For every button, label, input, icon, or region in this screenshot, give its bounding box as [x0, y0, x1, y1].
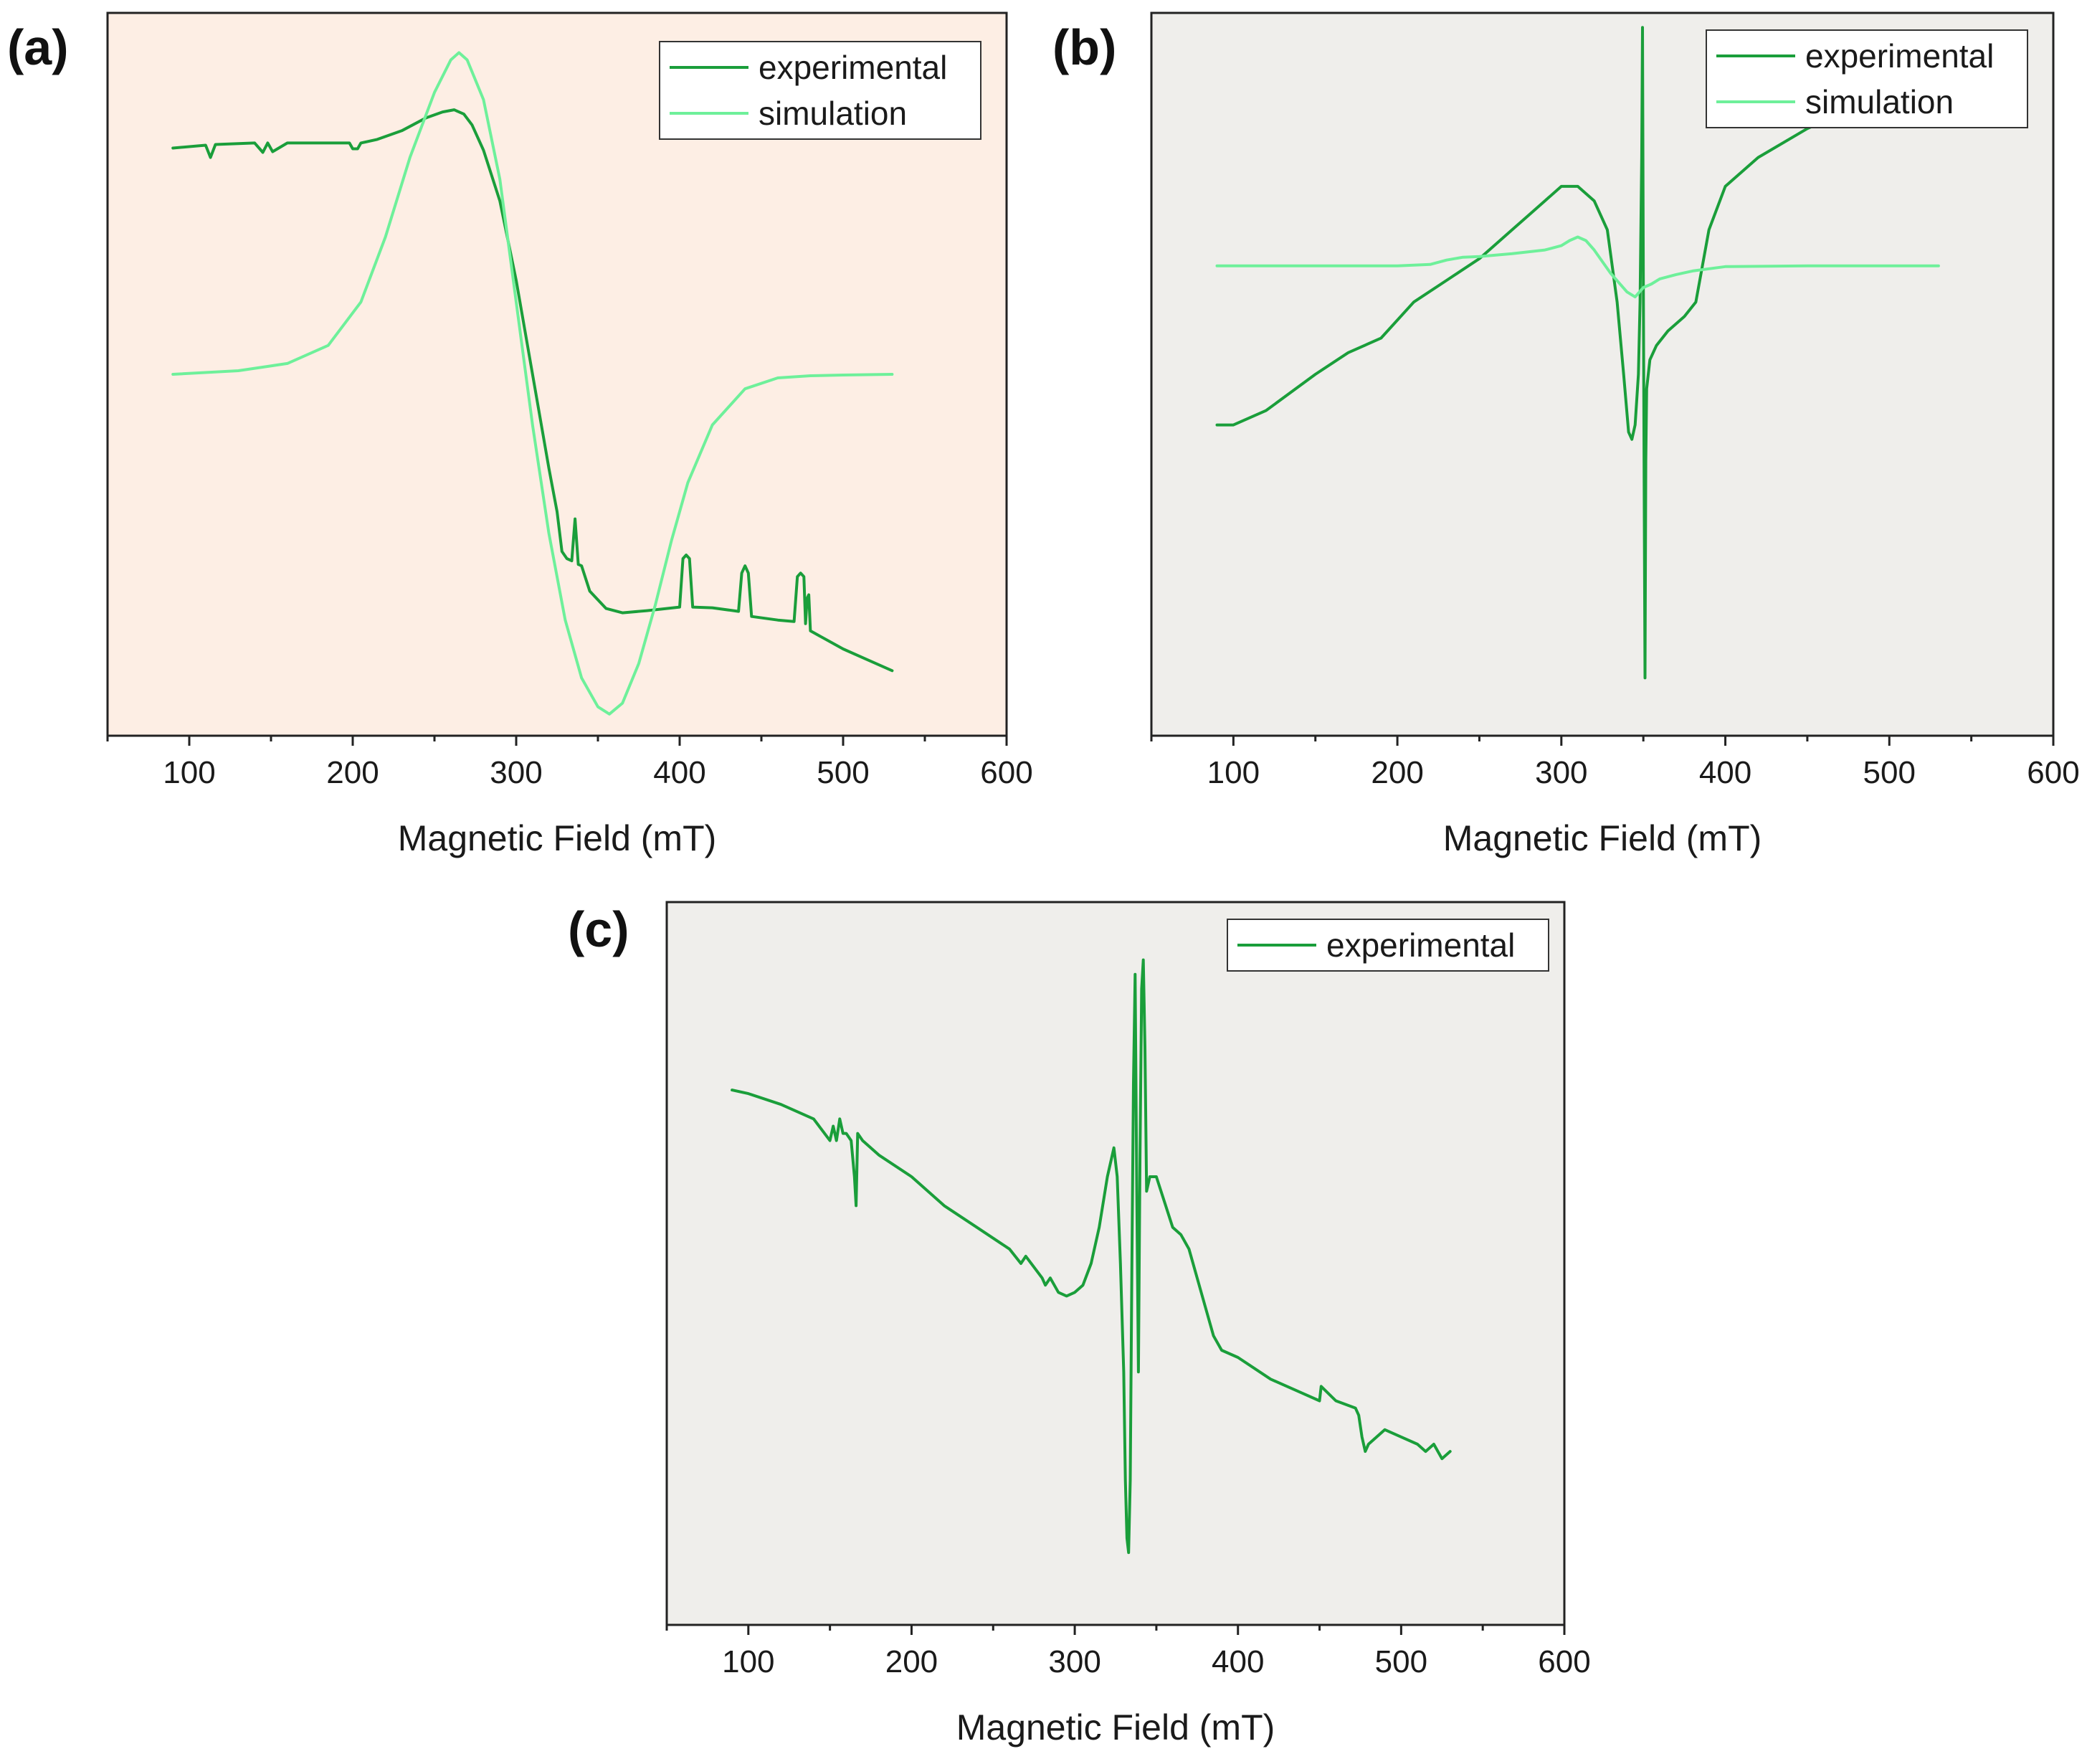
legend-entry-experimental: experimental: [759, 49, 947, 86]
legend: experimental simulation: [659, 41, 981, 140]
x-tick-label: 100: [1207, 755, 1260, 790]
x-tick-label: 500: [817, 755, 869, 790]
chart-panel-3: 100 200 300 400 500 600 Magnetic Field (mT) (c)…: [568, 901, 1591, 1748]
x-tick-label: 600: [1538, 1644, 1590, 1679]
x-tick-label: 500: [1863, 755, 1916, 790]
legend: experimental: [1227, 919, 1549, 972]
x-tick-label: 200: [885, 1644, 938, 1679]
x-axis-title: Magnetic Field (mT): [956, 1707, 1275, 1748]
chart-panel-2: 100 200 300 400 500 600 Magnetic Field (mT) (b)…: [1052, 11, 2080, 858]
panel-label: (a): [7, 19, 69, 75]
legend-entry-simulation: simulation: [1805, 83, 1954, 120]
x-tick-label: 300: [1535, 755, 1587, 790]
x-tick-label: 300: [1048, 1644, 1100, 1679]
panel-label: (b): [1052, 19, 1116, 75]
plot-area: [1150, 11, 2055, 737]
x-tick-label: 100: [722, 1644, 774, 1679]
x-axis-title: Magnetic Field (mT): [1443, 818, 1762, 858]
x-tick-label: 200: [1371, 755, 1423, 790]
x-tick-label: 600: [980, 755, 1032, 790]
series-line-simulation: [1215, 235, 1940, 299]
legend-box: [1706, 29, 2028, 128]
x-tick-label: 400: [1699, 755, 1751, 790]
series-line-simulation: [171, 51, 894, 716]
panel-label: (c): [568, 901, 629, 957]
legend-entry-experimental: experimental: [1805, 37, 1994, 75]
legend: experimental simulation: [1706, 29, 2028, 128]
x-tick-label: 400: [653, 755, 705, 790]
x-tick-label: 100: [163, 755, 215, 790]
x-tick-label: 600: [2027, 755, 2079, 790]
plot-area: [665, 901, 1566, 1626]
legend-box: [659, 41, 981, 140]
x-axis-title: Magnetic Field (mT): [398, 818, 717, 858]
chart-panel-1: 100 200 300 400 500 600 Magnetic Field (mT) (a)…: [7, 11, 1033, 858]
series-line-experimental: [731, 958, 1452, 1555]
x-tick-label: 200: [326, 755, 379, 790]
x-tick-label: 400: [1212, 1644, 1264, 1679]
series-line-experimental: [171, 108, 894, 673]
legend-entry-simulation: simulation: [759, 95, 907, 132]
legend-entry-experimental: experimental: [1326, 926, 1515, 964]
x-tick-label: 500: [1375, 1644, 1427, 1679]
x-tick-label: 300: [490, 755, 542, 790]
series-line-experimental: [1215, 26, 1940, 680]
